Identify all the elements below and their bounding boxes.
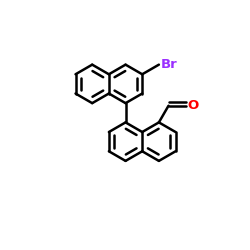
Text: Br: Br [160,58,177,71]
Text: O: O [188,99,199,112]
